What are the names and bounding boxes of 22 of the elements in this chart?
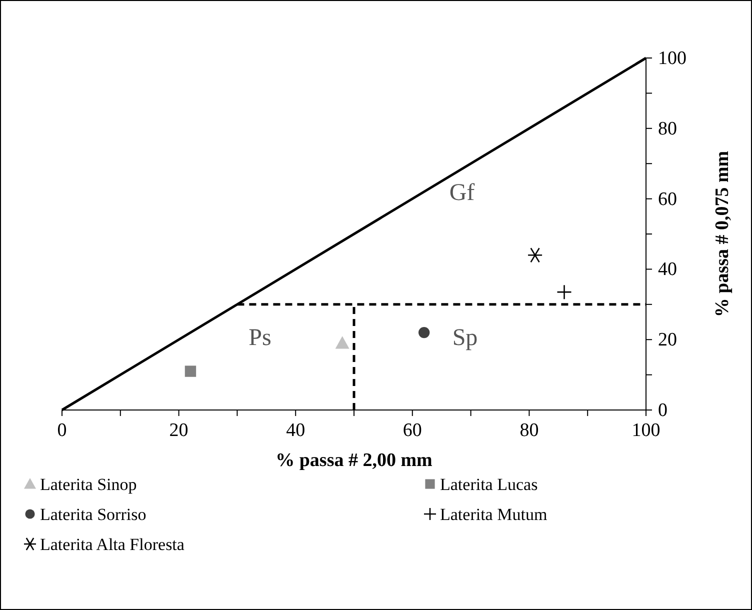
y-tick-label: 0 [658, 400, 668, 421]
annotation: Ps [248, 325, 272, 351]
y-tick-label: 60 [658, 188, 677, 210]
y-tick-label: 80 [658, 118, 677, 140]
x-tick-label: 80 [520, 420, 539, 441]
x-tick-label: 100 [632, 420, 660, 441]
legend-label: Laterita Sorriso [40, 505, 146, 524]
legend-label: Laterita Lucas [440, 475, 538, 494]
annotation: Sp [452, 325, 478, 351]
x-tick-label: 20 [169, 420, 188, 441]
x-tick-label: 40 [286, 420, 306, 441]
legend-label: Laterita Mutum [440, 505, 548, 524]
x-tick-label: 0 [57, 420, 67, 441]
y-tick-label: 20 [658, 330, 677, 351]
legend-label: Laterita Sinop [40, 475, 137, 494]
y-tick-label: 100 [658, 48, 686, 69]
y-tick-label: 40 [658, 259, 677, 280]
y-axis-title: % passa # 0,075 mm [712, 150, 733, 318]
x-tick-label: 60 [402, 420, 422, 441]
x-axis-title: % passa # 2,00 mm [276, 450, 433, 471]
legend-label: Laterita Alta Floresta [40, 535, 185, 554]
annotation: Gf [449, 180, 475, 206]
